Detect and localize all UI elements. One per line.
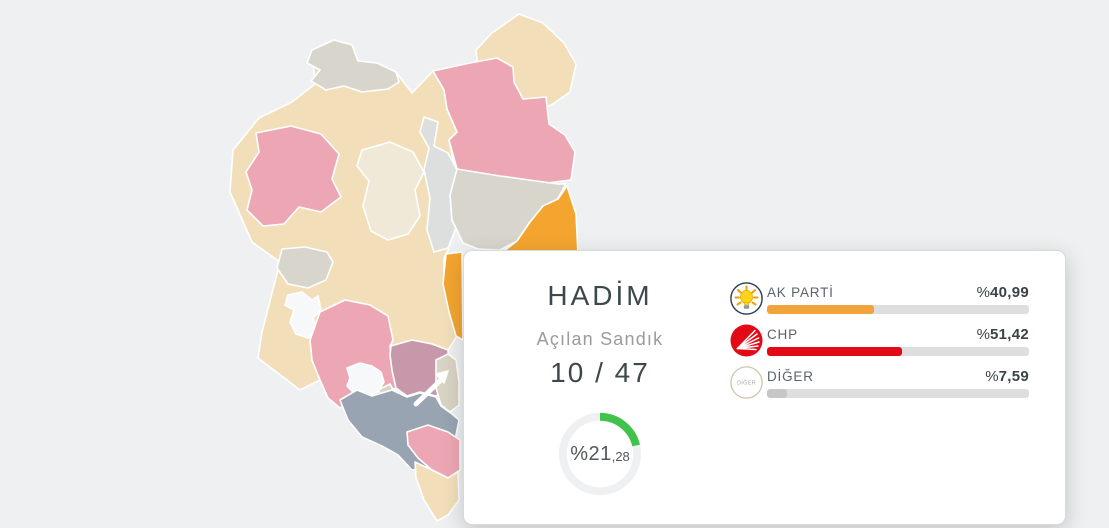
district-area[interactable] xyxy=(435,353,460,413)
opened-ballot-count: 10 / 47 xyxy=(550,356,650,388)
party-bar-fill xyxy=(767,305,875,314)
chp-six-arrows-icon xyxy=(730,324,763,357)
road-line xyxy=(413,378,443,407)
party-bar-track xyxy=(767,347,1029,356)
party-name: AK PARTİ xyxy=(767,285,834,300)
party-bar-track xyxy=(767,389,1029,398)
ak-parti-lightbulb-icon xyxy=(730,282,763,315)
district-area[interactable] xyxy=(306,39,400,93)
party-row-diger[interactable]: DİĞER DİĞER %7,59 xyxy=(730,366,1029,399)
district-area[interactable] xyxy=(419,116,458,253)
district-area[interactable] xyxy=(432,57,576,186)
party-bar-fill xyxy=(767,389,787,398)
party-percent: %51,42 xyxy=(976,326,1029,343)
turnout-percent-text: %21,28 xyxy=(570,442,630,465)
svg-text:DİĞER: DİĞER xyxy=(737,380,756,387)
district-area[interactable] xyxy=(276,246,334,289)
party-bar-fill xyxy=(767,347,902,356)
district-name-title: HADİM xyxy=(547,280,653,311)
party-percent: %7,59 xyxy=(985,368,1029,385)
party-row-ak-parti[interactable]: AK PARTİ %40,99 xyxy=(730,282,1029,315)
party-bar-track xyxy=(767,305,1029,314)
party-row-chp[interactable]: CHP %51,42 xyxy=(730,324,1029,357)
party-results-list: AK PARTİ %40,99 xyxy=(730,282,1029,408)
district-area[interactable] xyxy=(356,141,425,241)
diger-circle-icon: DİĞER xyxy=(730,366,763,399)
district-result-card: HADİM Açılan Sandık 10 / 47 %21,28 xyxy=(463,250,1066,525)
party-name: CHP xyxy=(767,327,798,342)
district-summary: HADİM Açılan Sandık 10 / 47 %21,28 xyxy=(464,251,736,496)
lake-shape xyxy=(346,362,385,397)
turnout-progress-ring: %21,28 xyxy=(556,410,644,498)
district-area[interactable] xyxy=(245,125,342,227)
district-area[interactable] xyxy=(414,461,460,522)
party-name: DİĞER xyxy=(767,369,814,384)
opened-ballot-label: Açılan Sandık xyxy=(536,328,664,349)
district-area[interactable] xyxy=(389,339,450,397)
ring-progress-arc xyxy=(558,412,642,496)
party-percent: %40,99 xyxy=(976,284,1029,301)
district-area-selected[interactable] xyxy=(442,251,464,341)
road-arrowhead xyxy=(435,370,449,384)
